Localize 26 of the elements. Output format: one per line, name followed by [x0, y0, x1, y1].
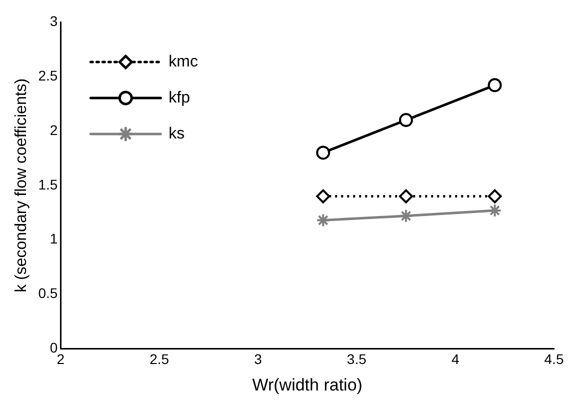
y-tick-label: 2	[50, 122, 58, 138]
point	[488, 189, 502, 204]
x-tick-label: 4	[451, 351, 460, 368]
point	[399, 189, 413, 204]
x-tick-label: 2.5	[150, 351, 170, 368]
point	[488, 78, 502, 92]
y-tick-label: 0.5	[38, 285, 58, 302]
legend-label: kfp	[168, 89, 190, 106]
point	[316, 213, 330, 228]
legend-label: ks	[168, 125, 185, 142]
y-tick-label: 2.5	[38, 67, 58, 84]
legend-label: kmc	[168, 53, 198, 70]
y-tick-label: 0	[50, 340, 58, 356]
point	[316, 189, 330, 204]
point	[399, 113, 413, 128]
point	[488, 203, 502, 218]
x-tick-label: 3.5	[346, 351, 367, 368]
point	[399, 208, 413, 223]
x-tick-label: 4.5	[544, 351, 564, 368]
y-tick-label: 1	[50, 230, 58, 247]
y-tick-label: 3	[50, 12, 58, 29]
x-tick-label: 3	[254, 351, 262, 368]
y-tick-label: 1.5	[38, 176, 58, 192]
x-axis-title: Wr(width ratio)	[252, 375, 362, 394]
point	[316, 146, 330, 160]
y-axis-title: k (secondary flow coefficients)	[13, 78, 30, 292]
